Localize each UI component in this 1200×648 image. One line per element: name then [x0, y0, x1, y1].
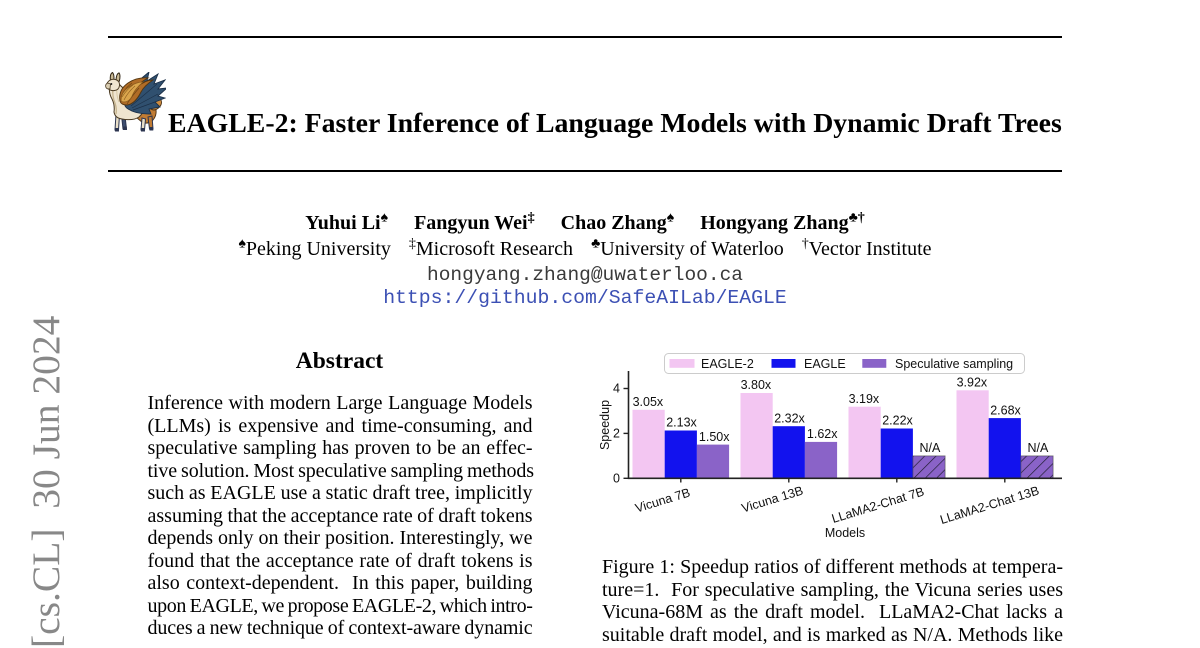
svg-text:1.50x: 1.50x [699, 430, 730, 444]
svg-text:2.22x: 2.22x [882, 414, 913, 428]
svg-text:3.92x: 3.92x [957, 376, 988, 390]
svg-text:N/A: N/A [1028, 441, 1050, 455]
svg-text:2: 2 [613, 427, 620, 441]
svg-text:3.19x: 3.19x [849, 392, 880, 406]
svg-text:EAGLE: EAGLE [804, 357, 846, 371]
svg-text:Vicuna 13B: Vicuna 13B [740, 483, 805, 515]
svg-text:2.13x: 2.13x [666, 416, 697, 430]
svg-text:LLaMA2-Chat 7B: LLaMA2-Chat 7B [830, 484, 926, 525]
svg-text:Vicuna 7B: Vicuna 7B [633, 485, 691, 515]
svg-text:3.80x: 3.80x [741, 378, 772, 392]
svg-text:N/A: N/A [920, 441, 942, 455]
svg-text:Speedup: Speedup [598, 400, 612, 450]
svg-text:4: 4 [613, 382, 620, 396]
svg-text:EAGLE-2: EAGLE-2 [701, 357, 754, 371]
svg-text:2.32x: 2.32x [774, 411, 805, 425]
svg-text:1.62x: 1.62x [807, 427, 838, 441]
svg-text:LLaMA2-Chat 13B: LLaMA2-Chat 13B [938, 483, 1040, 526]
svg-text:0: 0 [613, 472, 620, 486]
svg-text:Speculative sampling: Speculative sampling [895, 357, 1013, 371]
svg-text:Models: Models [825, 526, 865, 540]
svg-text:2.68x: 2.68x [990, 403, 1021, 417]
svg-text:3.05x: 3.05x [633, 395, 664, 409]
